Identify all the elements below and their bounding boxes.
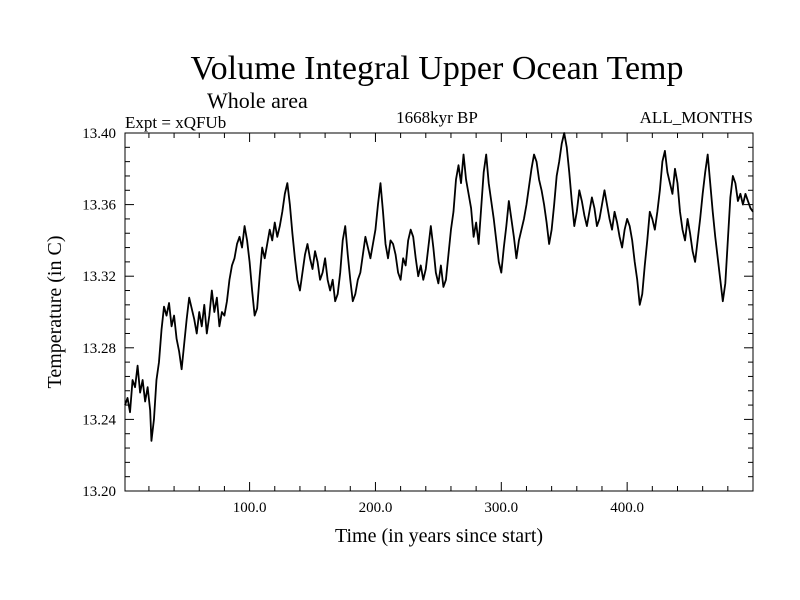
plot-frame: [124, 132, 754, 492]
y-tick-label: 13.20: [82, 484, 116, 500]
series-line: [124, 132, 754, 442]
x-tick-label: 300.0: [484, 500, 518, 516]
y-tick-label: 13.24: [82, 412, 116, 428]
y-tick-label: 13.36: [82, 198, 116, 214]
y-tick-label: 13.28: [82, 341, 116, 357]
experiment-label: Expt = xQFUb: [125, 113, 226, 132]
x-axis: 100.0 200.0 300.0 400.0: [148, 133, 729, 516]
chart-subtitle: Whole area: [207, 88, 308, 113]
x-tick-label: 400.0: [610, 500, 644, 516]
y-axis: 13.20 13.24 13.28 13.32 13.36 13.40: [82, 126, 753, 500]
y-tick-label: 13.40: [82, 126, 116, 142]
y-tick-label: 13.32: [82, 269, 116, 285]
months-label: ALL_MONTHS: [640, 108, 753, 127]
series-layer: [124, 132, 754, 442]
period-label: 1668kyr BP: [396, 108, 478, 127]
y-axis-label: Temperature (in C): [44, 236, 66, 389]
x-axis-label: Time (in years since start): [335, 525, 543, 547]
chart-title: Volume Integral Upper Ocean Temp: [191, 50, 684, 87]
x-tick-label: 200.0: [359, 500, 393, 516]
x-tick-label: 100.0: [233, 500, 267, 516]
